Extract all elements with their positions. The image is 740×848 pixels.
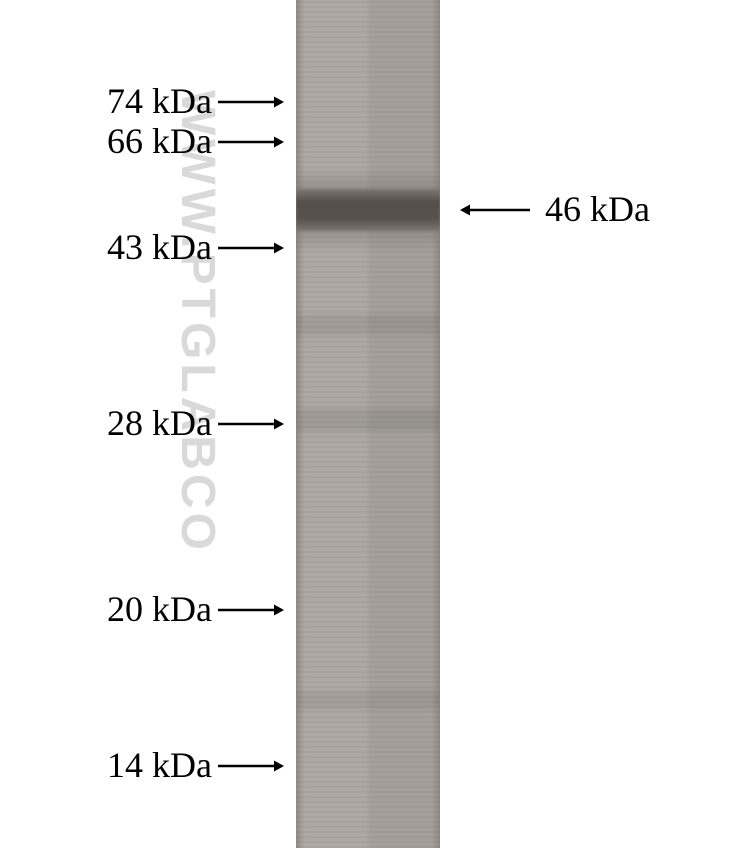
faint-band: [296, 691, 440, 709]
marker-arrow-icon: [206, 236, 296, 260]
marker-arrow-icon: [206, 598, 296, 622]
marker-label: 28 kDa: [107, 402, 212, 444]
marker-arrow-icon: [206, 412, 296, 436]
marker-label: 74 kDa: [107, 80, 212, 122]
marker-label: 14 kDa: [107, 744, 212, 786]
faint-band: [296, 409, 440, 431]
target-band: [296, 189, 440, 231]
faint-band: [296, 315, 440, 335]
marker-label: 66 kDa: [107, 120, 212, 162]
gel-lane: [296, 0, 440, 848]
marker-arrow-icon: [206, 130, 296, 154]
marker-arrow-icon: [206, 90, 296, 114]
target-band-label: 46 kDa: [545, 188, 650, 230]
marker-label: 43 kDa: [107, 226, 212, 268]
marker-label: 20 kDa: [107, 588, 212, 630]
target-arrow-icon: [448, 198, 542, 222]
marker-arrow-icon: [206, 754, 296, 778]
